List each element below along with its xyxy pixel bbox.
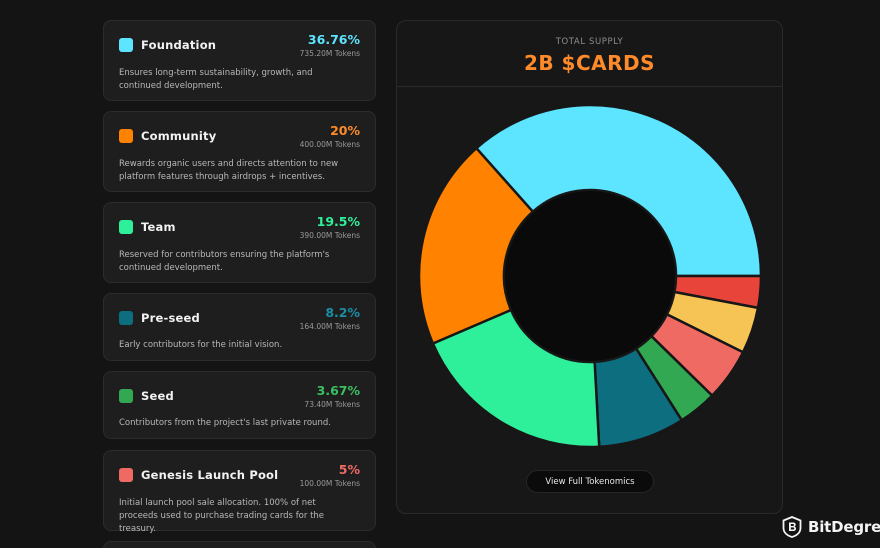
- allocation-card-genesis-launch-pool: Genesis Launch Pool 5% 100.00M Tokens In…: [103, 450, 376, 534]
- allocation-tokens: 735.20M Tokens: [299, 49, 360, 58]
- allocation-percent: 5%: [338, 462, 360, 477]
- allocation-tokens: 164.00M Tokens: [299, 322, 360, 331]
- allocation-description: Ensures long-term sustainability, growth…: [119, 68, 313, 91]
- view-full-tokenomics-button[interactable]: View Full Tokenomics: [526, 470, 654, 493]
- allocation-description: Rewards organic users and directs attent…: [119, 159, 339, 182]
- allocation-percent: 36.76%: [307, 32, 360, 47]
- supply-panel: TOTAL SUPPLY 2B $CARDS View Full Tokenom…: [396, 20, 783, 514]
- allocation-tokens: 73.40M Tokens: [304, 400, 360, 409]
- supply-donut-chart: [417, 103, 763, 449]
- bitdegree-watermark-text: BitDegree: [808, 518, 880, 536]
- genesis-launch-pool-swatch-icon: [119, 468, 133, 482]
- allocation-card-community: Community 20% 400.00M Tokens Rewards org…: [103, 111, 376, 192]
- allocation-percent: 8.2%: [325, 305, 360, 320]
- total-supply-value: 2B $CARDS: [523, 51, 656, 75]
- allocation-card-partial: [103, 541, 376, 548]
- community-swatch-icon: [119, 129, 133, 143]
- allocation-description: Early contributors for the initial visio…: [119, 340, 283, 350]
- allocation-tokens: 400.00M Tokens: [299, 140, 360, 149]
- allocation-name: Community: [141, 129, 217, 143]
- allocation-name: Foundation: [141, 38, 217, 52]
- bitdegree-shield-logo-icon: [782, 516, 802, 538]
- allocation-percent: 20%: [330, 123, 360, 138]
- pre-seed-swatch-icon: [119, 311, 133, 325]
- allocation-tokens: 100.00M Tokens: [299, 479, 360, 488]
- total-supply-label: TOTAL SUPPLY: [555, 37, 624, 47]
- allocation-percent: 3.67%: [316, 383, 360, 398]
- team-swatch-icon: [119, 220, 133, 234]
- allocation-percent: 19.5%: [316, 214, 360, 229]
- allocation-tokens: 390.00M Tokens: [299, 231, 360, 240]
- allocation-card-seed: Seed 3.67% 73.40M Tokens Contributors fr…: [103, 371, 376, 439]
- allocation-card-pre-seed: Pre-seed 8.2% 164.00M Tokens Early contr…: [103, 293, 376, 361]
- allocation-name: Team: [141, 220, 176, 234]
- donut-hole: [505, 191, 675, 361]
- allocation-description: Reserved for contributors ensuring the p…: [119, 250, 330, 273]
- allocation-description: Initial launch pool sale allocation. 100…: [119, 498, 325, 534]
- bitdegree-watermark: BitDegree: [782, 516, 880, 538]
- allocation-card-team: Team 19.5% 390.00M Tokens Reserved for c…: [103, 202, 376, 283]
- supply-header: TOTAL SUPPLY 2B $CARDS: [397, 21, 782, 87]
- donut-slice-community: [417, 146, 535, 346]
- donut-slice-foundation: [474, 103, 763, 278]
- donut-slice-team: [431, 308, 601, 449]
- foundation-swatch-icon: [119, 38, 133, 52]
- allocation-description: Contributors from the project's last pri…: [119, 418, 331, 428]
- allocation-card-foundation: Foundation 36.76% 735.20M Tokens Ensures…: [103, 20, 376, 101]
- seed-swatch-icon: [119, 389, 133, 403]
- allocation-name: Pre-seed: [141, 311, 200, 325]
- allocation-name: Seed: [141, 389, 174, 403]
- allocation-name: Genesis Launch Pool: [141, 468, 279, 482]
